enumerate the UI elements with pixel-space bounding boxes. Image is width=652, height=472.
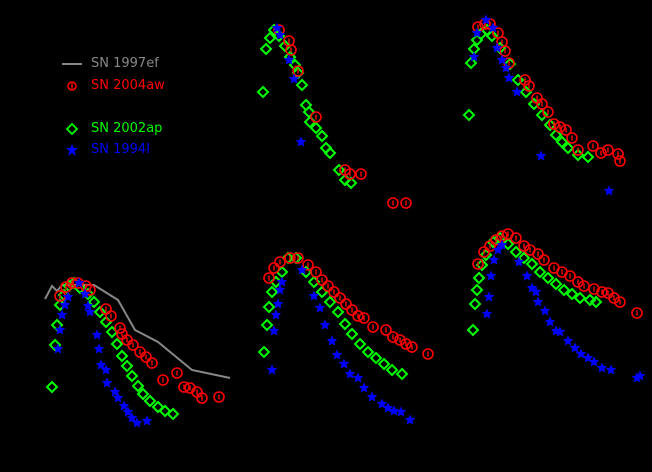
legend-item-sn2004aw: SN 2004aw xyxy=(58,78,218,94)
series-sn-2004aw xyxy=(472,18,626,167)
series-sn-1994i xyxy=(271,22,307,147)
legend-label: SN 1994I xyxy=(91,142,151,157)
series-sn-2004aw xyxy=(273,24,412,209)
legend-item-sn1994i: SN 1994I xyxy=(58,142,218,158)
panel-top-right xyxy=(462,14,626,196)
series-sn-1994i xyxy=(481,239,646,383)
series-sn-1994i xyxy=(468,14,615,196)
series-sn-1994i xyxy=(52,277,153,428)
line-marker-icon xyxy=(58,56,84,72)
series-sn-2002ap xyxy=(256,23,358,190)
series-sn-1997ef xyxy=(44,284,231,379)
legend-item-sn2002ap: SN 2002ap xyxy=(58,121,218,137)
panel-bottom-middle xyxy=(257,251,434,425)
circle-marker-icon xyxy=(58,78,84,94)
legend-item-sn1997ef: SN 1997ef xyxy=(58,56,218,72)
series-sn-2002ap xyxy=(462,23,595,164)
panel-bottom-right xyxy=(466,228,646,383)
diamond-marker-icon xyxy=(58,121,84,137)
series-sn-2002ap xyxy=(257,251,409,381)
panel-bottom-left xyxy=(44,276,231,428)
series-sn-2004aw xyxy=(263,252,434,360)
series-sn-1994i xyxy=(266,264,416,425)
series-sn-2004aw xyxy=(54,277,225,404)
legend-label: SN 1997ef xyxy=(91,56,159,71)
legend-label: SN 2002ap xyxy=(91,121,163,136)
star-marker-icon xyxy=(58,142,84,158)
legend-label: SN 2004aw xyxy=(91,78,165,93)
panel-top-middle xyxy=(256,22,412,209)
series-sn-2004aw xyxy=(472,228,643,319)
